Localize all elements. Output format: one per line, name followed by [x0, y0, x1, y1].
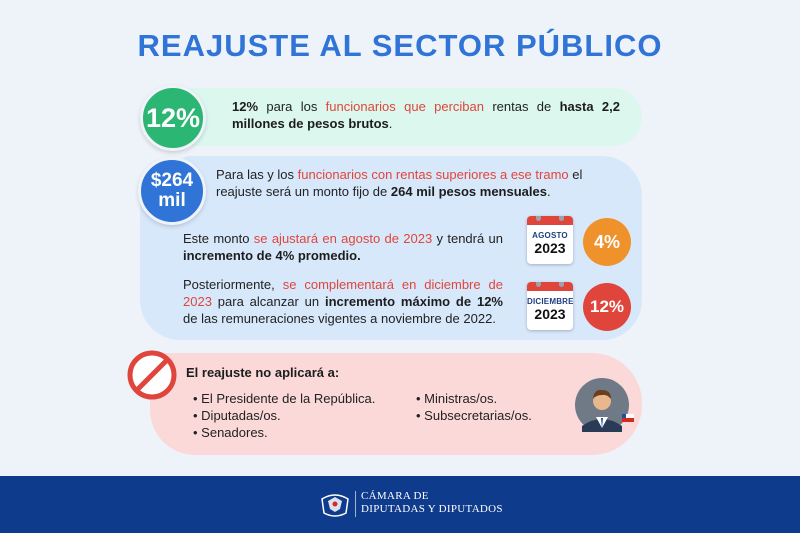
card-low-income-text: 12% para los funcionarios que perciban r… — [232, 99, 620, 131]
august-adjustment-text: Este monto se ajustará en agosto de 2023… — [183, 231, 503, 263]
badge-264-mil: $264 mil — [138, 157, 206, 225]
footer-divider — [355, 491, 356, 517]
list-item: • Subsecretarias/os. — [416, 408, 532, 423]
calendar-year: 2023 — [534, 306, 566, 322]
emblem-icon — [321, 494, 349, 517]
exclusions-list-right: • Ministras/os. • Subsecretarias/os. — [416, 390, 532, 424]
badge-4-percent: 4% — [583, 218, 631, 266]
list-item: • Senadores. — [193, 425, 268, 440]
list-item: • Diputadas/os. — [193, 408, 281, 423]
footer-institution-name: CÁMARA DE DIPUTADAS Y DIPUTADOS — [361, 490, 503, 515]
footer-bar — [0, 476, 800, 533]
card-exclusions — [150, 353, 642, 455]
no-entry-icon — [127, 350, 177, 400]
card-low-income — [182, 88, 642, 146]
badge-12-percent: 12% — [140, 85, 206, 151]
badge-12-percent-max: 12% — [583, 283, 631, 331]
exclusions-title: El reajuste no aplicará a: — [186, 365, 340, 380]
calendar-icon: AGOSTO 2023 — [527, 216, 573, 264]
calendar-year: 2023 — [534, 240, 566, 256]
page-title: REAJUSTE AL SECTOR PÚBLICO — [137, 28, 663, 63]
list-item: • Ministras/os. — [416, 391, 498, 406]
calendar-month: DICIEMBRE — [527, 297, 573, 306]
list-item: • El Presidente de la República. — [193, 391, 376, 406]
flag-icon — [622, 414, 634, 422]
december-adjustment-text: Posteriormente, se complementará en dici… — [183, 277, 503, 326]
exclusions-list-left: • El Presidente de la República. • Diput… — [193, 390, 375, 441]
calendar-month: AGOSTO — [532, 231, 568, 240]
card-high-income-text: Para las y los funcionarios con rentas s… — [216, 167, 583, 199]
person-icon — [575, 378, 634, 432]
calendar-icon: DICIEMBRE 2023 — [527, 282, 573, 330]
